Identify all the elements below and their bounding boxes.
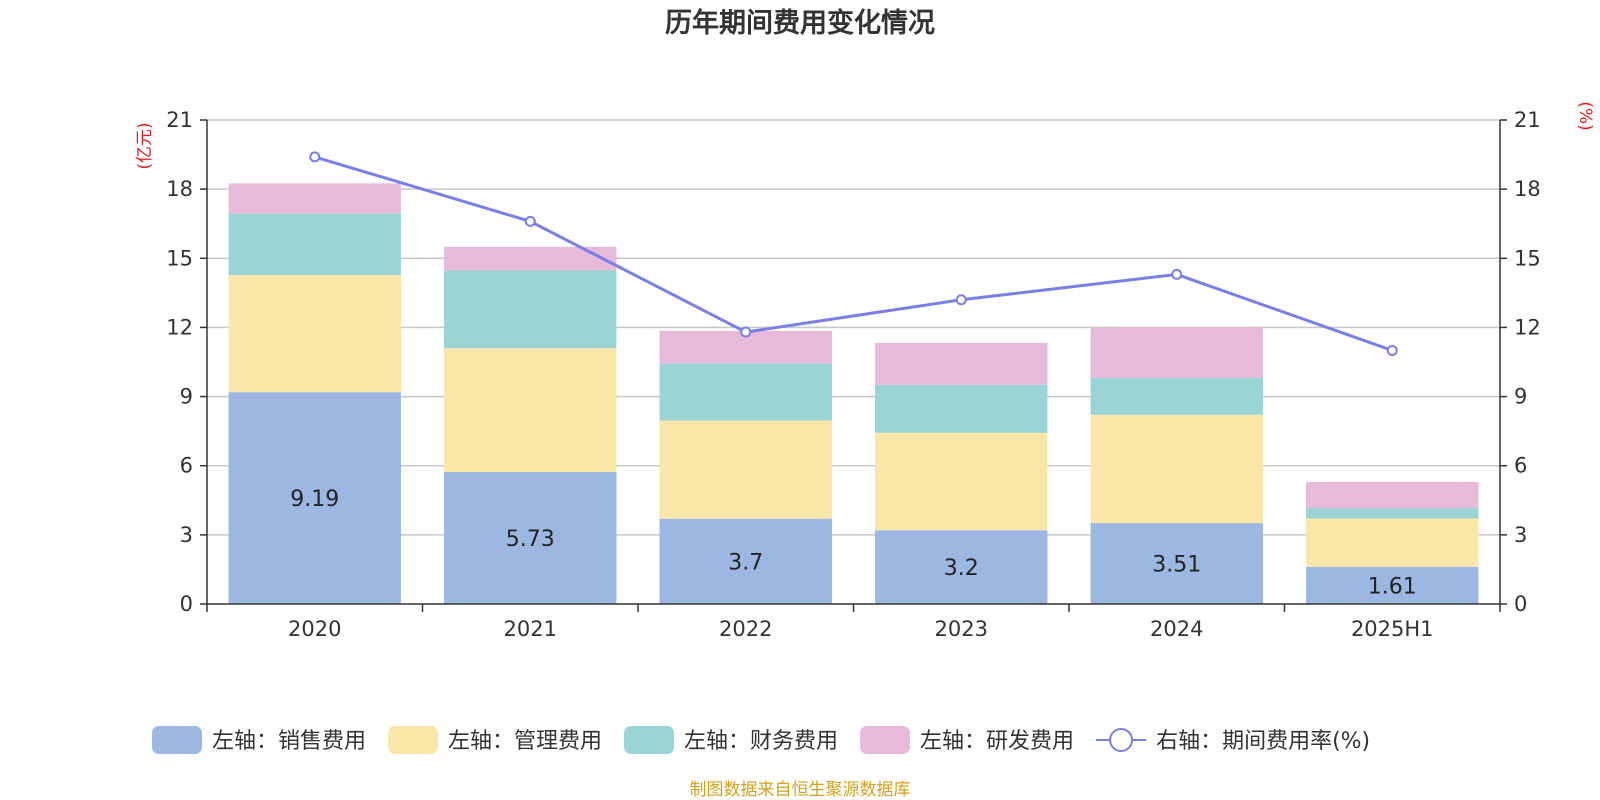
legend-label: 右轴：期间费用率(%) bbox=[1156, 729, 1370, 754]
legend-marker bbox=[1109, 728, 1134, 752]
bar-labels-layer: 9.19 5.73 3.7 3.2 3.51 1.61 bbox=[290, 487, 1416, 599]
x-tick-label: 2020 bbox=[288, 617, 341, 641]
bar-segment bbox=[1306, 566, 1479, 604]
rate-line bbox=[314, 155, 1393, 352]
bar-segment bbox=[875, 432, 1048, 531]
bar-segment bbox=[1090, 523, 1263, 604]
bar-segment bbox=[659, 518, 832, 604]
legend-swatch bbox=[860, 726, 911, 754]
left-axis-unit: (亿元) bbox=[135, 122, 155, 169]
x-tick-label: 2024 bbox=[1150, 617, 1203, 641]
bar-segment bbox=[875, 342, 1048, 385]
bar-segment bbox=[1090, 377, 1263, 415]
legend-item: 右轴：期间费用率(%) bbox=[1096, 728, 1370, 754]
rate-point bbox=[1386, 344, 1398, 356]
rate-point bbox=[1171, 268, 1183, 280]
bar-segment bbox=[875, 530, 1048, 604]
bar-segment bbox=[444, 348, 617, 472]
right-tick-label: 0 bbox=[1514, 592, 1527, 616]
bar-segment bbox=[1090, 414, 1263, 524]
bar-segment bbox=[875, 384, 1048, 433]
x-tick-label: 2022 bbox=[719, 617, 772, 641]
right-axis-unit: (%) bbox=[1575, 101, 1595, 130]
left-tick-label: 0 bbox=[180, 592, 193, 616]
left-tick-label: 12 bbox=[166, 315, 193, 339]
legend-swatch bbox=[388, 726, 439, 754]
bar-segment bbox=[444, 270, 617, 349]
bar-segment bbox=[659, 363, 832, 421]
bar-segment bbox=[228, 392, 401, 604]
x-tick-label: 2023 bbox=[935, 617, 988, 641]
rate-point bbox=[524, 215, 536, 227]
right-tick-label: 6 bbox=[1514, 454, 1527, 478]
legend-label: 左轴：管理费用 bbox=[448, 729, 602, 754]
chart-title: 历年期间费用变化情况 bbox=[665, 7, 935, 39]
legend-swatch bbox=[152, 726, 202, 754]
bar-segment bbox=[228, 275, 401, 393]
bar-segment bbox=[1306, 481, 1479, 509]
legend-item: 左轴：管理费用 bbox=[388, 726, 602, 754]
right-tick-label: 15 bbox=[1514, 246, 1541, 270]
rate-line-layer bbox=[309, 151, 1398, 356]
legend-item: 左轴：财务费用 bbox=[624, 726, 838, 754]
bar-value-label: 3.51 bbox=[1152, 553, 1201, 578]
bar-value-label: 3.7 bbox=[728, 550, 763, 575]
axes-layer: 0 3 6 9 12 15 18 21 0 3 6 9 12 15 18 21 2020 2021 2022 2023… bbox=[166, 108, 1540, 641]
left-tick-label: 6 bbox=[180, 454, 193, 478]
bar-segment bbox=[1306, 508, 1479, 519]
left-tick-label: 9 bbox=[180, 385, 193, 409]
legend-label: 左轴：研发费用 bbox=[920, 729, 1074, 754]
rate-point bbox=[740, 326, 752, 338]
bars-layer bbox=[228, 183, 1479, 604]
left-tick-label: 18 bbox=[166, 177, 193, 201]
bar-value-label: 9.19 bbox=[290, 487, 339, 512]
bar-segment bbox=[1090, 327, 1263, 378]
left-tick-label: 21 bbox=[166, 108, 193, 132]
x-tick-label: 2021 bbox=[504, 617, 557, 641]
left-tick-label: 3 bbox=[180, 523, 193, 547]
bar-segment bbox=[659, 420, 832, 519]
bar-value-label: 3.2 bbox=[944, 556, 979, 581]
bar-segment bbox=[444, 246, 617, 271]
source-note: 制图数据来自恒生聚源数据库 bbox=[690, 780, 911, 800]
legend-item: 左轴：销售费用 bbox=[152, 726, 366, 754]
rate-point bbox=[955, 294, 967, 306]
bar-segment bbox=[228, 183, 401, 214]
right-tick-label: 3 bbox=[1514, 523, 1527, 547]
left-tick-label: 15 bbox=[166, 246, 193, 270]
legend-item: 左轴：研发费用 bbox=[860, 726, 1074, 754]
bar-segment bbox=[1306, 518, 1479, 567]
right-tick-label: 21 bbox=[1514, 108, 1541, 132]
rate-point bbox=[309, 151, 321, 163]
legend-swatch bbox=[624, 726, 675, 754]
bar-segment bbox=[444, 471, 617, 604]
right-tick-label: 9 bbox=[1514, 385, 1527, 409]
x-tick-label: 2025H1 bbox=[1351, 617, 1434, 641]
bar-value-label: 1.61 bbox=[1368, 574, 1417, 599]
right-tick-label: 12 bbox=[1514, 315, 1541, 339]
legend: 左轴：销售费用 左轴：管理费用 左轴：财务费用 左轴：研发费用 右轴：期间费用率(%) bbox=[152, 726, 1370, 754]
bar-value-label: 5.73 bbox=[506, 527, 555, 552]
legend-label: 左轴：财务费用 bbox=[684, 729, 838, 754]
bar-segment bbox=[228, 213, 401, 276]
legend-label: 左轴：销售费用 bbox=[212, 729, 366, 754]
right-tick-label: 18 bbox=[1514, 177, 1541, 201]
